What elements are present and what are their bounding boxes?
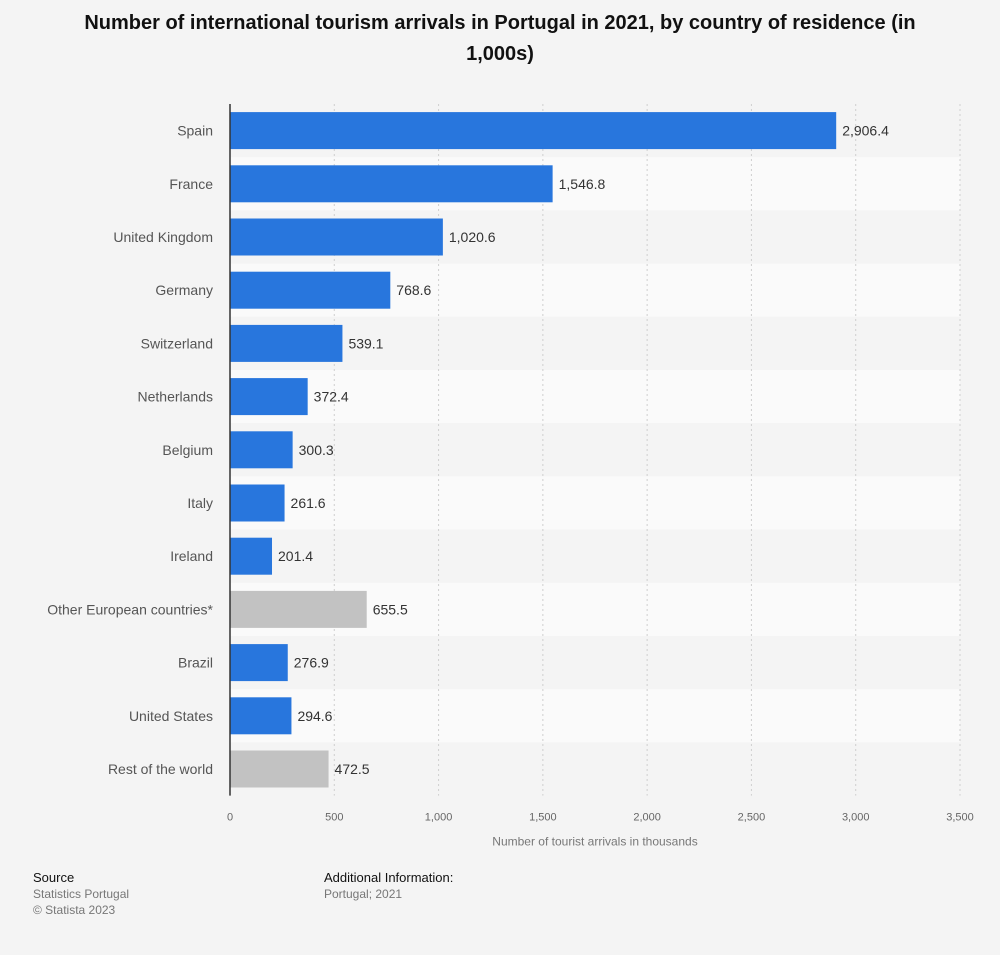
row-band — [230, 423, 960, 477]
row-band — [230, 529, 960, 583]
source-heading: Source — [33, 870, 75, 885]
bar — [230, 324, 343, 362]
chart-title: Number of international tourism arrivals… — [84, 12, 916, 65]
row-band — [230, 742, 960, 796]
category-label: Other European countries* — [47, 601, 213, 617]
bar — [230, 165, 553, 203]
category-label: France — [169, 176, 213, 192]
value-label: 276.9 — [294, 655, 329, 671]
tick-label: 500 — [325, 812, 343, 824]
bar — [230, 112, 837, 150]
category-label: Belgium — [162, 442, 213, 458]
value-label: 655.5 — [373, 601, 408, 617]
value-label: 2,906.4 — [842, 123, 889, 139]
bar — [230, 644, 288, 682]
x-axis-title: Number of tourist arrivals in thousands — [492, 835, 697, 849]
value-label: 1,546.8 — [559, 176, 606, 192]
bar-chart: Spain France United Kingdom Germany Switzerl… — [47, 104, 974, 849]
value-label: 261.6 — [291, 495, 326, 511]
bar — [230, 750, 329, 788]
tick-label: 3,500 — [946, 812, 974, 824]
category-labels: Spain France United Kingdom Germany Switzerl… — [47, 123, 213, 777]
value-label: 768.6 — [396, 282, 431, 298]
tick-label: 2,000 — [633, 812, 661, 824]
bar — [230, 697, 292, 735]
category-label: Rest of the world — [108, 761, 213, 777]
bars — [230, 112, 837, 788]
category-label: Spain — [177, 123, 213, 139]
bar — [230, 590, 367, 628]
bar — [230, 484, 285, 522]
row-band — [230, 476, 960, 530]
source-name: Statistics Portugal — [33, 887, 130, 901]
bar — [230, 537, 273, 575]
bar — [230, 378, 308, 416]
bar — [230, 431, 293, 469]
value-label: 472.5 — [335, 761, 370, 777]
tick-label: 1,500 — [529, 812, 557, 824]
category-label: United States — [129, 708, 213, 724]
additional-info-text: Portugal; 2021 — [324, 887, 403, 901]
value-labels: 2,906.4 1,546.8 1,020.6 768.6 539.1 372.4 300.… — [278, 123, 889, 777]
category-label: Switzerland — [141, 335, 213, 351]
value-label: 1,020.6 — [449, 229, 496, 245]
value-label: 300.3 — [299, 442, 334, 458]
row-band — [230, 370, 960, 424]
row-band — [230, 636, 960, 690]
category-label: Netherlands — [138, 389, 214, 405]
tick-label: 3,000 — [842, 812, 870, 824]
copyright: © Statista 2023 — [33, 903, 116, 917]
value-label: 372.4 — [314, 389, 349, 405]
bar — [230, 271, 391, 309]
tick-label: 0 — [227, 812, 233, 824]
category-label: Germany — [155, 282, 213, 298]
value-label: 201.4 — [278, 548, 313, 564]
tick-labels: 0 500 1,000 1,500 2,000 2,500 3,000 3,500 — [227, 812, 974, 824]
value-label: 539.1 — [348, 335, 383, 351]
tick-label: 1,000 — [425, 812, 453, 824]
row-band — [230, 316, 960, 370]
category-label: Brazil — [178, 655, 213, 671]
category-label: Ireland — [170, 548, 213, 564]
category-label: Italy — [187, 495, 213, 511]
bar — [230, 218, 443, 256]
category-label: United Kingdom — [113, 229, 213, 245]
tick-label: 2,500 — [738, 812, 766, 824]
row-bands — [230, 104, 960, 796]
additional-info-block: Additional Information: Portugal; 2021 — [324, 870, 453, 902]
source-block: Source Statistics Portugal © Statista 20… — [33, 870, 129, 918]
row-band — [230, 689, 960, 743]
additional-info-heading: Additional Information: — [324, 870, 454, 885]
value-label: 294.6 — [297, 708, 332, 724]
